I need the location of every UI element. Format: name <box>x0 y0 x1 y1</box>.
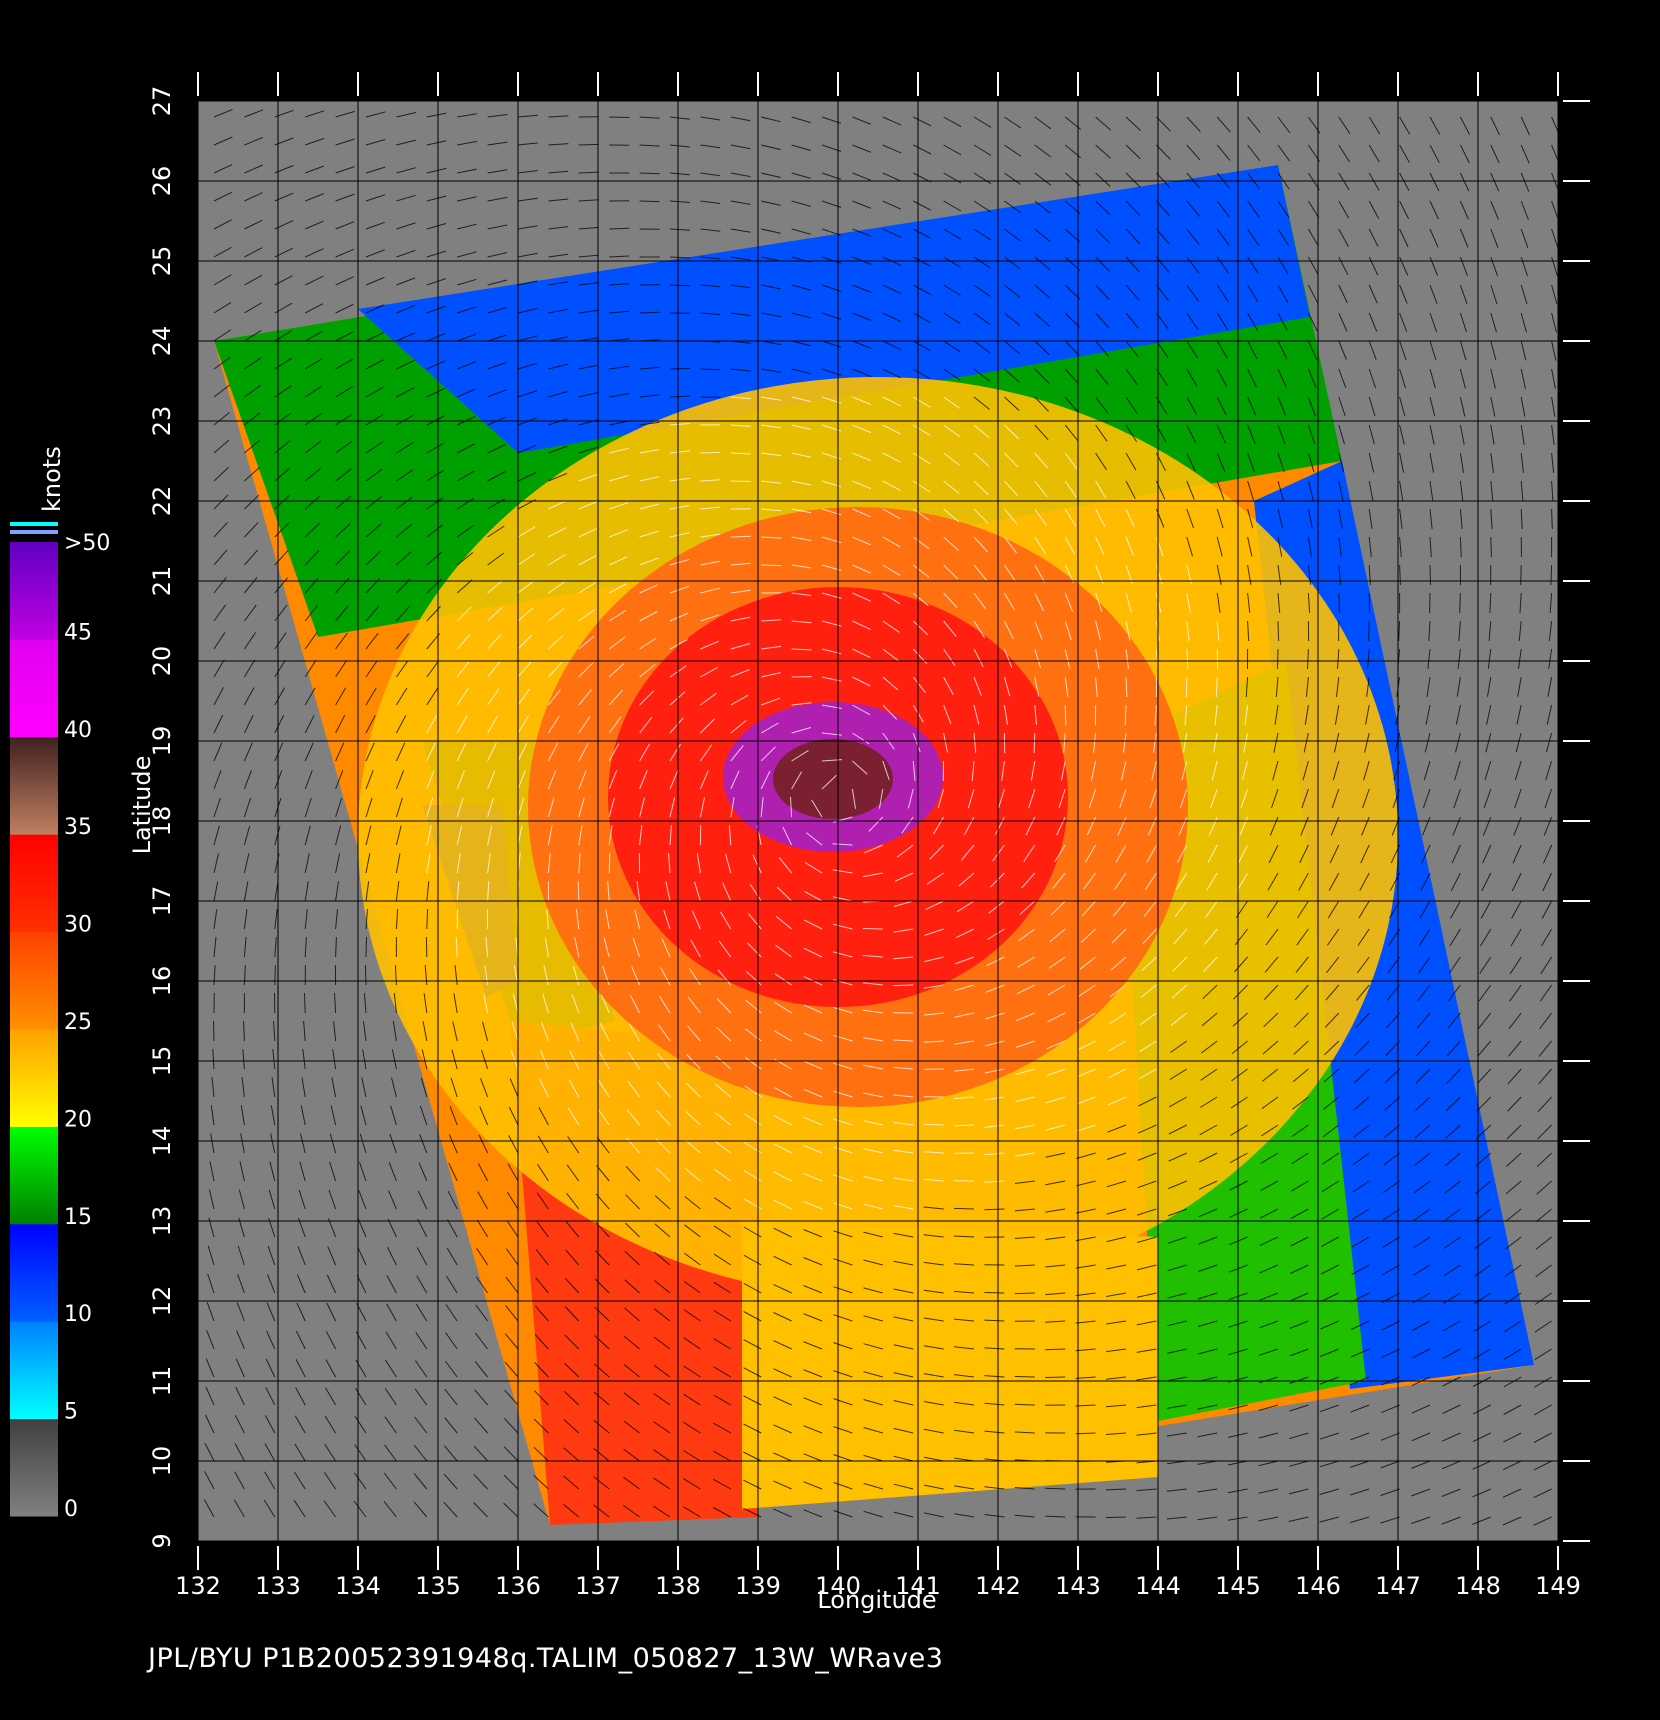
colorbar-band <box>10 1126 58 1225</box>
colorbar-band <box>10 1321 58 1420</box>
y-axis-title: Latitude <box>128 756 156 855</box>
axis-ticks: 132 133 134 135 136 137 138 139 140 141 142 143 144 1… <box>148 72 1590 1600</box>
lon-tick-label: 143 <box>1055 1572 1101 1600</box>
wind-speed-colorbar: >50 45 40 35 30 25 20 15 10 5 0 <box>10 522 110 1522</box>
lon-tick-label: 136 <box>495 1572 541 1600</box>
colorbar-tick-label: 45 <box>64 620 92 645</box>
colorbar-tick-label: 25 <box>64 1010 92 1035</box>
scatterometer-swath <box>203 108 1558 1526</box>
lat-tick-label: 27 <box>148 86 176 117</box>
lon-tick-label: 142 <box>975 1572 1021 1600</box>
colorbar-tick-label: 5 <box>64 1400 78 1425</box>
colorbar-tick-label: 20 <box>64 1107 92 1132</box>
colorbar-band <box>10 1223 58 1322</box>
lat-tick-label: 26 <box>148 166 176 197</box>
lat-tick-label: 22 <box>148 486 176 517</box>
lon-tick-label: 144 <box>1135 1572 1181 1600</box>
lon-tick-label: 139 <box>735 1572 781 1600</box>
lon-tick-label: 141 <box>895 1572 941 1600</box>
colorbar-tick-label: 15 <box>64 1205 92 1230</box>
colorbar-band <box>10 1029 58 1127</box>
colorbar-overflow-stripe <box>10 522 58 526</box>
lon-tick-label: 146 <box>1295 1572 1341 1600</box>
swath-band-blue-north <box>358 165 1310 453</box>
lat-tick-label: 16 <box>148 966 176 997</box>
colorbar-tick-label: 30 <box>64 913 92 938</box>
lat-tick-label: 14 <box>148 1126 176 1157</box>
colorbar-overflow-stripe <box>10 530 58 534</box>
lat-tick-label: 21 <box>148 566 176 597</box>
lat-tick-label: 17 <box>148 886 176 917</box>
lon-tick-label: 138 <box>655 1572 701 1600</box>
colorbar-band <box>10 542 58 640</box>
colorbar-tick-label: 10 <box>64 1302 92 1327</box>
colorbar-band <box>10 1418 58 1517</box>
lat-tick-label: 20 <box>148 646 176 677</box>
lat-tick-label: 12 <box>148 1286 176 1317</box>
colorbar-title: knots <box>38 446 66 512</box>
lat-tick-label: 24 <box>148 326 176 357</box>
lat-lon-grid <box>197 100 1559 1542</box>
lat-tick-label: 18 <box>148 806 176 837</box>
colorbar-band <box>10 931 58 1030</box>
lon-tick-label: 145 <box>1215 1572 1261 1600</box>
lat-tick-label: 9 <box>148 1533 176 1548</box>
colorbar-tick-label: 35 <box>64 815 92 840</box>
lon-tick-label: 133 <box>255 1572 301 1600</box>
lon-tick-label: 137 <box>575 1572 621 1600</box>
lat-tick-label: 11 <box>148 1366 176 1397</box>
lon-tick-label: 132 <box>175 1572 221 1600</box>
x-axis-title: Longitude <box>817 1586 936 1614</box>
lon-tick-label: 148 <box>1455 1572 1501 1600</box>
colorbar-band <box>10 639 58 738</box>
lon-tick-label: 135 <box>415 1572 461 1600</box>
lon-tick-label: 147 <box>1375 1572 1421 1600</box>
lon-tick-label: 149 <box>1535 1572 1581 1600</box>
lon-tick-label: 134 <box>335 1572 381 1600</box>
colorbar-band <box>10 834 58 933</box>
wind-barbs <box>203 108 1558 1526</box>
colorbar-tick-label: 40 <box>64 718 92 743</box>
lat-tick-label: 25 <box>148 246 176 277</box>
colorbar-tick-label: >50 <box>64 531 110 556</box>
lat-tick-label: 10 <box>148 1446 176 1477</box>
lat-tick-label: 15 <box>148 1046 176 1077</box>
lat-tick-label: 13 <box>148 1206 176 1237</box>
colorbar-band <box>10 736 58 835</box>
lat-tick-label: 19 <box>148 726 176 757</box>
footer-caption: JPL/BYU P1B20052391948q.TALIM_050827_13W… <box>148 1643 944 1674</box>
lat-tick-label: 23 <box>148 406 176 437</box>
lon-tick-label: 140 <box>815 1572 861 1600</box>
colorbar-tick-label: 0 <box>64 1497 78 1522</box>
